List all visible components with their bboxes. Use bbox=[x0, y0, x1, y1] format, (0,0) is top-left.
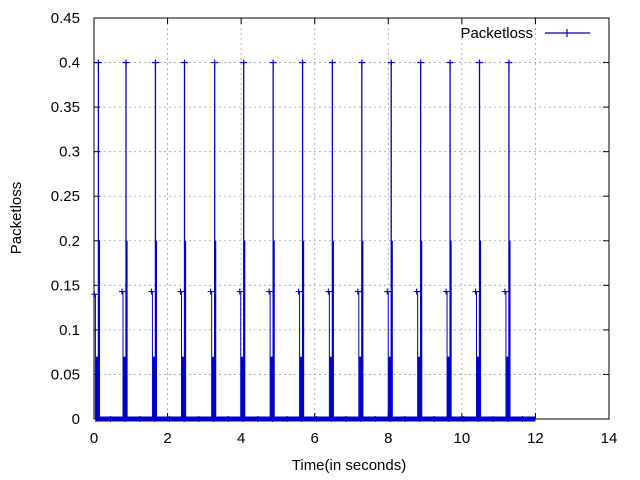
y-tick-label: 0.2 bbox=[59, 233, 80, 250]
y-tick-label: 0.3 bbox=[59, 144, 80, 161]
x-tick-label: 0 bbox=[90, 430, 98, 447]
x-tick-label: 12 bbox=[527, 430, 544, 447]
x-tick-label: 8 bbox=[384, 430, 392, 447]
y-tick-labels: 0 0.05 0.1 0.15 0.2 0.25 0.3 0.35 0.4 0.45 bbox=[51, 10, 80, 428]
legend: Packetloss bbox=[460, 25, 590, 42]
x-tick-label: 14 bbox=[601, 430, 618, 447]
y-tick-label: 0 bbox=[72, 411, 80, 428]
y-tick-label: 0.15 bbox=[51, 277, 80, 294]
x-tick-labels: 0 2 4 6 8 10 12 14 bbox=[90, 430, 618, 447]
x-tick-label: 2 bbox=[163, 430, 171, 447]
x-axis-title: Time(in seconds) bbox=[292, 457, 406, 474]
legend-label: Packetloss bbox=[460, 25, 533, 42]
y-tick-label: 0.45 bbox=[51, 10, 80, 27]
y-axis-title: Packetloss bbox=[8, 182, 25, 255]
y-tick-label: 0.25 bbox=[51, 188, 80, 205]
x-tick-label: 10 bbox=[454, 430, 471, 447]
x-tick-label: 6 bbox=[311, 430, 319, 447]
x-tick-label: 4 bbox=[237, 430, 245, 447]
y-tick-label: 0.05 bbox=[51, 366, 80, 383]
y-tick-label: 0.1 bbox=[59, 322, 80, 339]
grid-lines bbox=[94, 18, 609, 419]
series-packetloss bbox=[91, 59, 536, 422]
y-tick-label: 0.4 bbox=[59, 55, 80, 72]
y-tick-label: 0.35 bbox=[51, 99, 80, 116]
